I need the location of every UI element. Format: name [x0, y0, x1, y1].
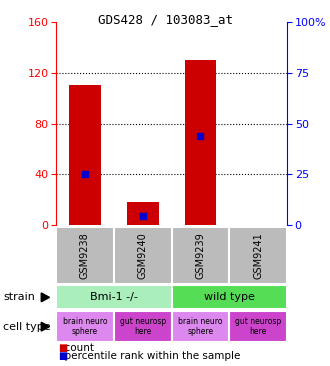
Text: GSM9240: GSM9240 [138, 232, 148, 279]
Bar [69, 85, 101, 225]
Text: ■: ■ [58, 351, 67, 361]
Text: Bmi-1 -/-: Bmi-1 -/- [90, 292, 138, 302]
Text: strain: strain [3, 292, 35, 302]
Polygon shape [41, 322, 50, 331]
Text: gut neurosp
here: gut neurosp here [119, 317, 166, 336]
Text: GSM9239: GSM9239 [195, 232, 206, 279]
Text: count: count [58, 343, 94, 353]
Text: wild type: wild type [204, 292, 255, 302]
Text: GSM9241: GSM9241 [253, 232, 263, 279]
Bar [184, 60, 216, 225]
Polygon shape [41, 293, 50, 302]
Text: GSM9238: GSM9238 [80, 232, 90, 279]
Text: GDS428 / 103083_at: GDS428 / 103083_at [97, 13, 233, 26]
Text: cell type: cell type [3, 322, 51, 332]
Text: percentile rank within the sample: percentile rank within the sample [58, 351, 240, 361]
Text: gut neurosp
here: gut neurosp here [235, 317, 281, 336]
Bar [127, 202, 159, 225]
Text: brain neuro
sphere: brain neuro sphere [63, 317, 107, 336]
Text: ■: ■ [58, 343, 67, 353]
Text: brain neuro
sphere: brain neuro sphere [178, 317, 223, 336]
